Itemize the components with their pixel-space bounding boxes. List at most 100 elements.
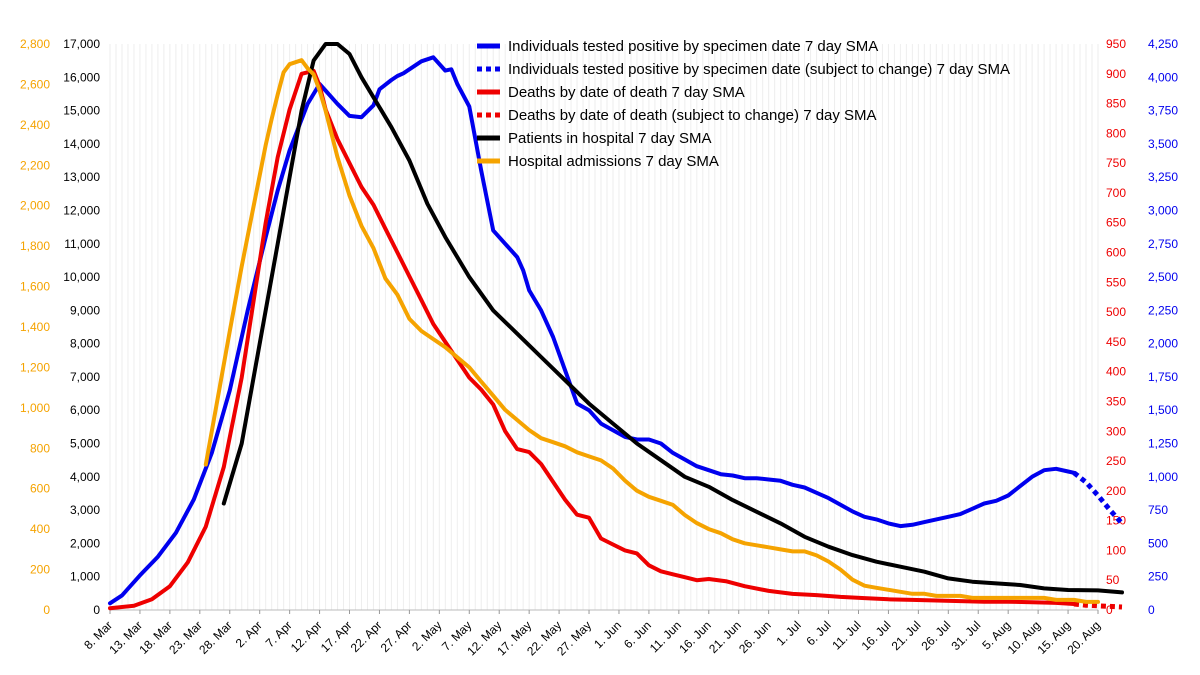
y-tick-label-deaths: 500 <box>1106 305 1126 319</box>
x-tick-label: 11. Jun <box>647 618 684 655</box>
y-tick-label-cases: 2,000 <box>1148 337 1178 351</box>
y-tick-label-hospital: 400 <box>30 522 50 536</box>
y-tick-label-patients: 16,000 <box>63 70 100 84</box>
series-lines <box>108 42 1124 611</box>
x-tick-label: 26. Jun <box>736 618 774 656</box>
y-tick-label-cases: 2,250 <box>1148 303 1178 317</box>
series-line-2 <box>108 68 1076 611</box>
y-tick-label-deaths: 950 <box>1106 37 1126 51</box>
y-tick-label-cases: 0 <box>1148 603 1155 617</box>
y-tick-label-patients: 7,000 <box>70 370 100 384</box>
x-tick-label: 16. Jun <box>676 618 714 656</box>
y-tick-label-hospital: 2,600 <box>20 77 50 91</box>
y-tick-label-cases: 250 <box>1148 570 1168 584</box>
y-tick-label-cases: 2,500 <box>1148 270 1178 284</box>
y-tick-label-cases: 4,000 <box>1148 70 1178 84</box>
y-tick-label-cases: 1,500 <box>1148 403 1178 417</box>
y-tick-label-cases: 3,750 <box>1148 104 1178 118</box>
series-line-4 <box>221 42 1124 595</box>
y-tick-label-cases: 3,250 <box>1148 170 1178 184</box>
y-tick-label-patients: 4,000 <box>70 470 100 484</box>
y-tick-label-deaths: 700 <box>1106 186 1126 200</box>
y-tick-label-patients: 8,000 <box>70 337 100 351</box>
y-tick-label-deaths: 450 <box>1106 335 1126 349</box>
y-tick-label-patients: 10,000 <box>63 270 100 284</box>
x-tick-label: 28. Mar <box>196 618 235 657</box>
y-tick-label-deaths: 50 <box>1106 573 1120 587</box>
y-tick-label-cases: 4,250 <box>1148 37 1178 51</box>
x-tick-label: 22. Apr <box>348 618 385 655</box>
y-tick-label-deaths: 650 <box>1106 216 1126 230</box>
y-tick-label-deaths: 600 <box>1106 246 1126 260</box>
y-tick-label-deaths: 900 <box>1106 67 1126 81</box>
legend-label: Individuals tested positive by specimen … <box>508 61 1010 78</box>
y-tick-label-deaths: 200 <box>1106 484 1126 498</box>
y-tick-label-deaths: 800 <box>1106 126 1126 140</box>
x-tick-label: 31. Jul <box>948 618 983 653</box>
y-tick-label-deaths: 550 <box>1106 275 1126 289</box>
y-tick-label-patients: 13,000 <box>63 170 100 184</box>
y-tick-label-hospital: 1,200 <box>20 360 50 374</box>
y-tick-label-patients: 5,000 <box>70 437 100 451</box>
y-tick-label-patients: 1,000 <box>70 570 100 584</box>
y-tick-label-deaths: 750 <box>1106 156 1126 170</box>
y-tick-label-cases: 3,500 <box>1148 137 1178 151</box>
grid-lines <box>109 44 1099 610</box>
y-tick-label-cases: 500 <box>1148 536 1168 550</box>
y-tick-label-deaths: 350 <box>1106 394 1126 408</box>
y-tick-label-hospital: 200 <box>30 563 50 577</box>
x-tick-label: 16. Jul <box>859 618 894 653</box>
legend-label: Deaths by date of death 7 day SMA <box>508 84 745 101</box>
legend-label: Patients in hospital 7 day SMA <box>508 130 711 147</box>
series-line-0 <box>108 55 1076 606</box>
y-tick-label-hospital: 1,600 <box>20 280 50 294</box>
y-tick-label-deaths: 100 <box>1106 543 1126 557</box>
legend-label: Hospital admissions 7 day SMA <box>508 153 719 170</box>
series-line-1 <box>1072 470 1124 526</box>
y-tick-label-patients: 15,000 <box>63 104 100 118</box>
x-tick-label: 17. Apr <box>318 618 355 655</box>
y-tick-label-patients: 3,000 <box>70 503 100 517</box>
y-tick-label-cases: 2,750 <box>1148 237 1178 251</box>
y-tick-label-patients: 11,000 <box>64 237 100 251</box>
y-tick-label-hospital: 2,000 <box>20 199 50 213</box>
y-tick-label-patients: 12,000 <box>63 203 100 217</box>
y-tick-label-hospital: 2,400 <box>20 118 50 132</box>
y-tick-label-patients: 2,000 <box>70 536 100 550</box>
y-tick-label-hospital: 600 <box>30 482 50 496</box>
x-tick-label: 1. Jul <box>774 618 804 648</box>
y-tick-label-cases: 750 <box>1148 503 1168 517</box>
y-tick-label-deaths: 0 <box>1106 603 1113 617</box>
y-tick-label-cases: 3,000 <box>1148 203 1178 217</box>
y-tick-label-cases: 1,000 <box>1148 470 1178 484</box>
y-tick-label-hospital: 2,200 <box>20 158 50 172</box>
x-tick-label: 6. Jul <box>803 618 833 648</box>
y-tick-label-deaths: 300 <box>1106 424 1126 438</box>
y-tick-label-hospital: 2,800 <box>20 37 50 51</box>
x-tick-label: 12. Apr <box>288 618 325 655</box>
x-tick-label: 1. Jun <box>591 618 624 651</box>
series-line-5 <box>203 58 1100 604</box>
y-tick-label-patients: 14,000 <box>63 137 100 151</box>
x-tick-label: 2. Apr <box>233 618 265 650</box>
y-tick-label-hospital: 800 <box>30 441 50 455</box>
x-tick-label: 11. Jul <box>829 618 863 652</box>
y-tick-label-hospital: 1,400 <box>20 320 50 334</box>
x-tick-label: 27. Apr <box>378 618 415 655</box>
y-tick-label-patients: 17,000 <box>63 37 100 51</box>
y-tick-label-hospital: 1,000 <box>20 401 50 415</box>
y-tick-label-patients: 0 <box>93 603 100 617</box>
y-tick-label-patients: 6,000 <box>70 403 100 417</box>
legend-label: Deaths by date of death (subject to chan… <box>508 107 877 124</box>
legend: Individuals tested positive by specimen … <box>477 38 1010 170</box>
x-tick-label: 2. May <box>409 618 444 653</box>
x-tick-label: 21. Jul <box>889 618 924 653</box>
y-tick-label-deaths: 400 <box>1106 365 1126 379</box>
y-tick-label-hospital: 0 <box>43 603 50 617</box>
x-tick-label: 20. Aug <box>1064 618 1103 657</box>
y-tick-label-cases: 1,750 <box>1148 370 1178 384</box>
y-tick-label-patients: 9,000 <box>70 303 100 317</box>
y-tick-label-deaths: 850 <box>1106 97 1126 111</box>
